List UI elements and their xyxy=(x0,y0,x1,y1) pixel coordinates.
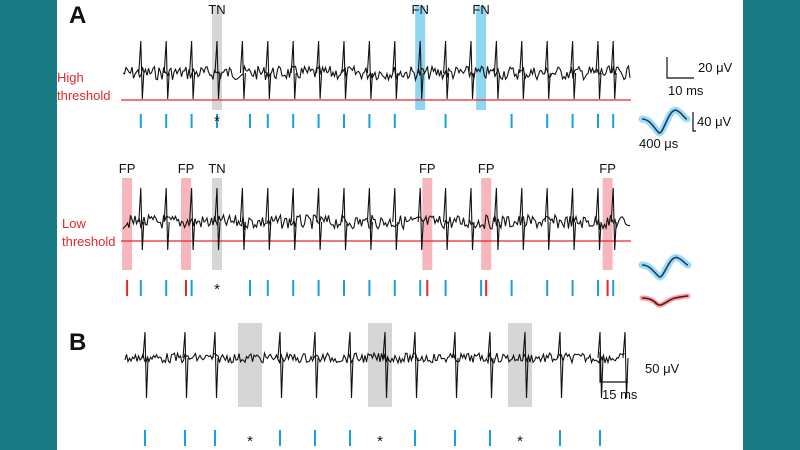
waveform-inset-low xyxy=(638,254,692,308)
waveform-inset-high: 40 μV 400 μs xyxy=(638,106,732,151)
waveform-low-mean xyxy=(641,256,689,278)
scale-bar-b-lines xyxy=(599,352,628,383)
highlight-band-low-5 xyxy=(602,178,613,270)
highlight-label-low-4: FP xyxy=(478,161,495,176)
gap-band-b-2 xyxy=(508,323,532,407)
low-threshold-label-line2: threshold xyxy=(62,234,115,249)
highlight-label-high-1: FN xyxy=(412,2,429,17)
scale-bar-wave-vertical-label: 40 μV xyxy=(697,114,732,129)
highlight-label-low-5: FP xyxy=(599,161,616,176)
panel-label-b: B xyxy=(69,329,86,356)
highlight-labels: TN FN FN FP FP TN FP FP FP xyxy=(119,2,616,176)
highlight-label-low-2: TN xyxy=(208,161,225,176)
scale-bar-wave-horizontal-label: 400 μs xyxy=(639,136,679,151)
highlight-label-low-1: FP xyxy=(178,161,195,176)
waveform-high-mean xyxy=(641,109,688,134)
scale-bar-a: 20 μV 10 ms xyxy=(666,57,733,98)
trace-a-high xyxy=(122,40,631,100)
highlight-label-high-0: TN xyxy=(208,2,225,17)
highlight-band-high-2 xyxy=(476,6,487,110)
highlight-label-high-2: FN xyxy=(472,2,489,17)
miss-marker-2-0: * xyxy=(247,433,253,450)
scale-bar-wave-lines xyxy=(692,112,696,132)
highlight-label-low-3: FP xyxy=(419,161,436,176)
highlight-label-low-0: FP xyxy=(119,161,136,176)
figure-panel: A B High threshold Low threshold * * * * * T… xyxy=(57,0,743,450)
miss-marker-0-0: * xyxy=(214,113,220,130)
low-threshold-label-line1: Low xyxy=(62,216,86,231)
miss-marker-2-1: * xyxy=(377,433,383,450)
scale-bar-b-horizontal-label: 15 ms xyxy=(602,387,638,402)
scale-bar-a-lines xyxy=(666,57,694,79)
miss-marker-2-2: * xyxy=(517,433,523,450)
waveform-red-mean xyxy=(641,295,689,306)
scale-bar-a-horizontal-label: 10 ms xyxy=(668,83,704,98)
high-threshold-label-line2: threshold xyxy=(57,88,110,103)
trace-a-low xyxy=(122,187,631,251)
panel-label-a: A xyxy=(69,2,86,29)
scale-bar-b: 50 μV 15 ms xyxy=(599,352,680,402)
scale-bar-a-vertical-label: 20 μV xyxy=(698,60,733,75)
scale-bar-b-vertical-label: 50 μV xyxy=(645,361,680,376)
detection-ticks: * * * * * xyxy=(126,113,615,450)
gap-band-b-1 xyxy=(368,323,392,407)
highlight-band-low-4 xyxy=(481,178,492,270)
trace-b xyxy=(124,331,629,399)
figure-svg: A B High threshold Low threshold * * * * * T… xyxy=(57,2,733,450)
miss-marker-1-0: * xyxy=(214,281,220,298)
high-threshold-label-line1: High xyxy=(57,70,84,85)
gap-band-b-0 xyxy=(238,323,262,407)
